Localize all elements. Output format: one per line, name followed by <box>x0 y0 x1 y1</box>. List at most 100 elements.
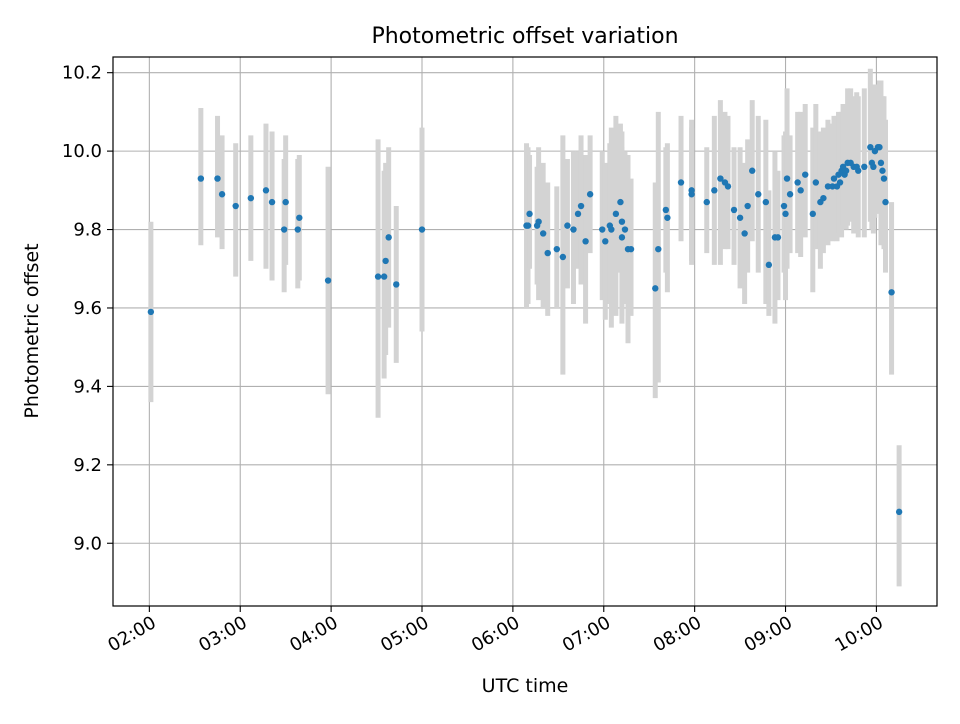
data-point <box>218 191 226 198</box>
data-point <box>544 249 551 257</box>
data-point <box>802 171 809 178</box>
data-point <box>621 226 629 233</box>
data-point <box>744 202 751 210</box>
data-point <box>812 179 820 186</box>
plot-frame <box>112 56 938 607</box>
data-point <box>794 179 801 186</box>
data-point <box>247 194 255 202</box>
data-point <box>842 167 850 174</box>
data-point <box>526 210 533 218</box>
x-axis-label: UTC time <box>482 675 569 697</box>
data-point <box>147 308 155 316</box>
y-tick-label: 9.8 <box>73 220 102 241</box>
data-point <box>577 202 585 210</box>
data-point <box>774 234 782 241</box>
data-point <box>877 159 885 167</box>
data-point <box>867 143 874 151</box>
data-point <box>677 179 685 186</box>
data-point <box>882 198 889 206</box>
data-points <box>147 143 903 516</box>
data-point <box>294 226 301 233</box>
data-point <box>599 226 606 233</box>
data-point <box>809 210 816 218</box>
data-point <box>855 167 862 174</box>
data-point <box>586 191 594 198</box>
y-tick-label: 9.0 <box>73 533 102 554</box>
data-point <box>717 175 724 182</box>
data-point <box>374 273 382 280</box>
data-point <box>559 253 567 261</box>
data-point <box>688 187 695 194</box>
data-point <box>724 183 732 190</box>
y-tick-label: 10.2 <box>62 63 102 84</box>
data-point <box>888 289 895 296</box>
data-point <box>197 175 205 182</box>
data-point <box>783 175 791 182</box>
data-point <box>711 187 718 194</box>
data-point <box>836 179 844 186</box>
data-point <box>655 245 662 253</box>
data-point <box>830 175 838 182</box>
data-point <box>730 206 738 214</box>
y-tick-label: 10.0 <box>62 141 102 162</box>
data-point <box>741 230 748 237</box>
data-point <box>780 202 788 210</box>
data-point <box>612 210 620 218</box>
data-point <box>617 198 624 206</box>
y-axis-label: Photometric offset <box>21 243 43 418</box>
data-point <box>524 222 532 229</box>
data-point <box>393 281 400 288</box>
data-point <box>539 230 547 237</box>
data-point <box>879 167 886 174</box>
data-point <box>618 218 626 225</box>
data-point <box>797 187 804 194</box>
data-point <box>232 202 239 210</box>
y-tick-label: 9.6 <box>73 298 102 319</box>
data-point <box>608 226 615 233</box>
data-point <box>553 245 561 253</box>
data-point <box>762 198 770 206</box>
data-point <box>282 198 289 206</box>
data-point <box>602 238 609 245</box>
data-point <box>418 226 426 233</box>
data-point <box>662 206 670 214</box>
data-point <box>829 183 836 190</box>
data-point <box>861 163 868 170</box>
data-point <box>382 257 389 265</box>
data-point <box>627 245 635 253</box>
data-point <box>385 234 392 241</box>
data-point <box>570 226 577 233</box>
data-point <box>786 191 794 198</box>
y-tick-label: 9.2 <box>73 455 102 476</box>
data-point <box>895 508 903 516</box>
data-point <box>324 277 332 284</box>
data-point <box>564 222 571 229</box>
data-point <box>870 163 877 170</box>
data-point <box>749 167 756 174</box>
data-point <box>782 210 789 218</box>
data-point <box>880 175 888 182</box>
y-tick-label: 9.4 <box>73 376 102 397</box>
data-point <box>765 261 773 269</box>
data-point <box>618 234 626 241</box>
data-point <box>664 214 671 221</box>
data-point <box>574 210 582 218</box>
data-point <box>703 198 710 206</box>
chart-title: Photometric offset variation <box>371 24 678 49</box>
data-point <box>755 191 762 198</box>
data-point <box>820 194 827 202</box>
data-point <box>535 218 542 225</box>
data-point <box>380 273 388 280</box>
data-point <box>280 226 288 233</box>
data-point <box>652 285 659 292</box>
data-point <box>824 183 832 190</box>
data-point <box>296 214 303 221</box>
data-point <box>736 214 744 221</box>
data-point <box>268 198 276 206</box>
data-point <box>262 187 270 194</box>
data-point <box>876 143 883 151</box>
y-axis-ticks: 9.0 9.2 9.4 9.6 9.8 10.0 10.2 <box>62 63 113 554</box>
data-point <box>582 238 589 245</box>
